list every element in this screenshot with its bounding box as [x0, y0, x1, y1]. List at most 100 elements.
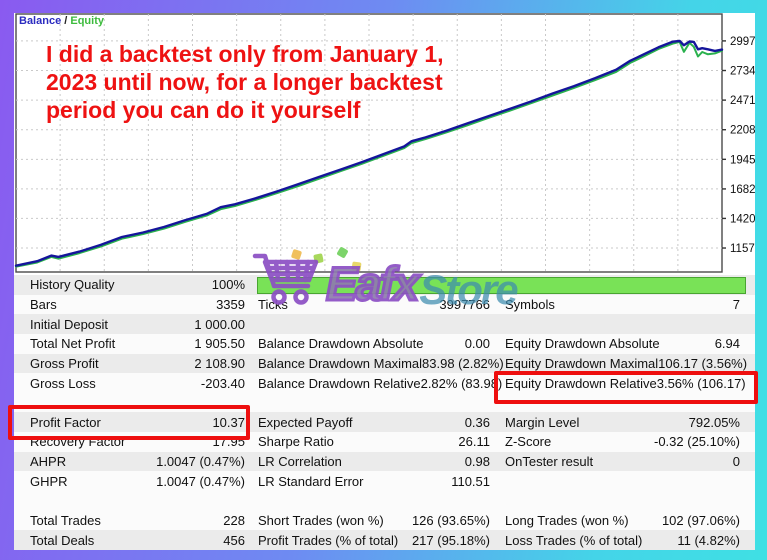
- stat-value: 1 000.00: [194, 316, 245, 332]
- stat-value: 6.94: [714, 336, 740, 352]
- stat-label: Balance Drawdown Relative: [258, 375, 421, 391]
- stat-label: OnTester result: [505, 454, 594, 470]
- table-cell-group: Expected Payoff 0.36: [245, 415, 490, 430]
- stat-label: Equity Drawdown Maximal: [505, 355, 659, 371]
- stat-label: LR Standard Error: [258, 473, 364, 489]
- table-cell-group: Sharpe Ratio 26.11: [245, 434, 490, 449]
- stat-value: 228: [223, 513, 245, 528]
- stat-label: Equity Drawdown Absolute: [505, 336, 660, 352]
- stat-value: 3359: [216, 296, 245, 312]
- stat-label: Total Net Profit: [30, 336, 116, 352]
- chart-legend: Balance / Equity: [19, 15, 104, 27]
- stat-value: 1.0047 (0.47%): [156, 473, 245, 489]
- equity-line: [15, 40, 723, 268]
- stat-value: 100%: [211, 277, 245, 293]
- y-axis-tick-label: 1420: [730, 213, 755, 225]
- y-axis-tick-label: 1945: [730, 154, 755, 166]
- stat-label: Expected Payoff: [258, 414, 353, 430]
- table-cell-group: Gross Profit 2 108.90: [14, 356, 245, 371]
- stat-label: Profit Factor: [30, 414, 101, 430]
- stat-value: 3997766: [439, 296, 490, 312]
- stat-label: Balance Drawdown Maximal: [258, 355, 423, 371]
- y-axis-tick-label: 2208: [730, 125, 755, 137]
- stat-label: Sharpe Ratio: [258, 434, 334, 450]
- y-axis-tick-label: 2471: [730, 95, 755, 107]
- table-row: Gross Profit 2 108.90 Balance Drawdown Max…: [14, 353, 755, 374]
- stat-value: 456: [223, 532, 245, 548]
- table-cell-group: Initial Deposit 1 000.00: [14, 317, 245, 332]
- table-cell-group: Total Deals 456: [14, 533, 245, 548]
- table-cell-group: Symbols 7: [490, 297, 740, 312]
- table-row: [14, 491, 755, 511]
- table-row: Gross Loss -203.40 Balance Drawdown Relati…: [14, 373, 755, 393]
- table-cell-group: LR Correlation 0.98: [245, 454, 490, 469]
- stat-value: 0.36: [464, 414, 490, 430]
- stat-value: 0.00: [464, 336, 490, 352]
- y-axis-tick-label: 1157: [730, 243, 755, 255]
- stat-value: -0.32 (25.10%): [654, 434, 740, 450]
- stat-label: Margin Level: [505, 414, 580, 430]
- table-cell-group: Total Trades 228: [14, 513, 245, 528]
- stat-value: 26.11: [458, 434, 490, 450]
- table-cell-group: Equity Drawdown Relative 3.56% (106.17): [490, 375, 746, 391]
- stat-label: Loss Trades (% of total): [505, 532, 643, 548]
- shopping-cart-icon: [252, 253, 319, 305]
- stat-value: 0.98: [464, 454, 490, 470]
- stat-label: History Quality: [30, 277, 115, 293]
- stat-value: 106.17 (3.56%): [658, 355, 748, 371]
- eafxstore-watermark: Eafx Store: [252, 248, 519, 314]
- table-row: Total Net Profit 1 905.50 Balance Drawdown…: [14, 333, 755, 354]
- table-cell-group: Profit Factor 10.37: [14, 415, 245, 430]
- stat-value: 3.56% (106.17): [656, 375, 746, 391]
- stat-value: 0: [732, 454, 740, 470]
- stat-value: 83.98 (2.82%): [422, 355, 504, 371]
- stat-value: 126 (93.65%): [411, 513, 490, 528]
- stat-label: Initial Deposit: [30, 316, 109, 332]
- table-cell-group: LR Standard Error 110.51: [245, 474, 490, 489]
- legend-equity-label: Equity: [70, 15, 104, 27]
- red-highlight-box-profit-factor: [8, 405, 250, 440]
- stat-value: 792.05%: [688, 414, 740, 430]
- annotation-line: period you can do it yourself: [46, 97, 361, 124]
- table-cell-group: OnTester result 0: [490, 454, 740, 469]
- stat-label: LR Correlation: [258, 454, 342, 470]
- table-cell-group: Short Trades (won %) 126 (93.65%): [245, 513, 490, 528]
- stat-label: Equity Drawdown Relative: [505, 375, 657, 391]
- table-cell-group: Loss Trades (% of total) 11 (4.82%): [490, 533, 740, 548]
- table-cell-group: Total Net Profit 1 905.50: [14, 336, 245, 351]
- stat-value: 2.82% (83.98): [420, 375, 503, 391]
- table-row: GHPR 1.0047 (0.47%) LR Standard Error 110.5…: [14, 471, 755, 492]
- y-axis-tick-label: 2734: [730, 66, 755, 78]
- y-axis-tick-label: 2997: [730, 36, 755, 48]
- legend-separator: /: [61, 15, 71, 27]
- history-quality-progress-bar: [257, 277, 746, 294]
- stat-label: Long Trades (won %): [505, 513, 629, 528]
- table-cell-group: Equity Drawdown Absolute 6.94: [490, 336, 740, 351]
- stat-value: 102 (97.06%): [661, 513, 740, 528]
- table-cell-group: Long Trades (won %) 102 (97.06%): [490, 513, 740, 528]
- stat-value: 110.51: [451, 473, 490, 489]
- balance-line: [14, 39, 724, 267]
- legend-balance-label: Balance: [19, 15, 62, 27]
- chart-canvas: 2997 2734 2471 2208 1945 1682 1420 1157: [14, 13, 755, 273]
- table-cell-group: Balance Drawdown Maximal 83.98 (2.82%): [245, 355, 504, 371]
- annotation-line: I did a backtest only from January 1,: [46, 41, 444, 67]
- stat-value: -203.40: [200, 375, 245, 391]
- red-highlight-box-equity-drawdown-relative: [494, 371, 758, 404]
- watermark-text: Eafx Store: [324, 256, 518, 314]
- watermark-brand-right: Store: [419, 266, 518, 313]
- stat-value: 1.0047 (0.47%): [156, 454, 245, 470]
- table-cell-group: GHPR 1.0047 (0.47%): [14, 474, 245, 489]
- stat-label: GHPR: [30, 473, 68, 489]
- table-row: Total Trades 228 Short Trades (won %) 126 (…: [14, 510, 755, 531]
- stat-value: 217 (95.18%): [411, 532, 490, 548]
- stat-label: Balance Drawdown Absolute: [258, 336, 424, 352]
- table-cell-group: AHPR 1.0047 (0.47%): [14, 454, 245, 469]
- table-row: Total Deals 456 Profit Trades (% of total)…: [14, 530, 755, 550]
- y-axis-tick-label: 1682: [730, 184, 755, 196]
- stat-label: Gross Profit: [30, 355, 99, 371]
- stat-value: 10.37: [212, 414, 245, 430]
- watermark-brand-left: Eafx: [324, 256, 420, 312]
- stat-value: 1 905.50: [194, 336, 245, 352]
